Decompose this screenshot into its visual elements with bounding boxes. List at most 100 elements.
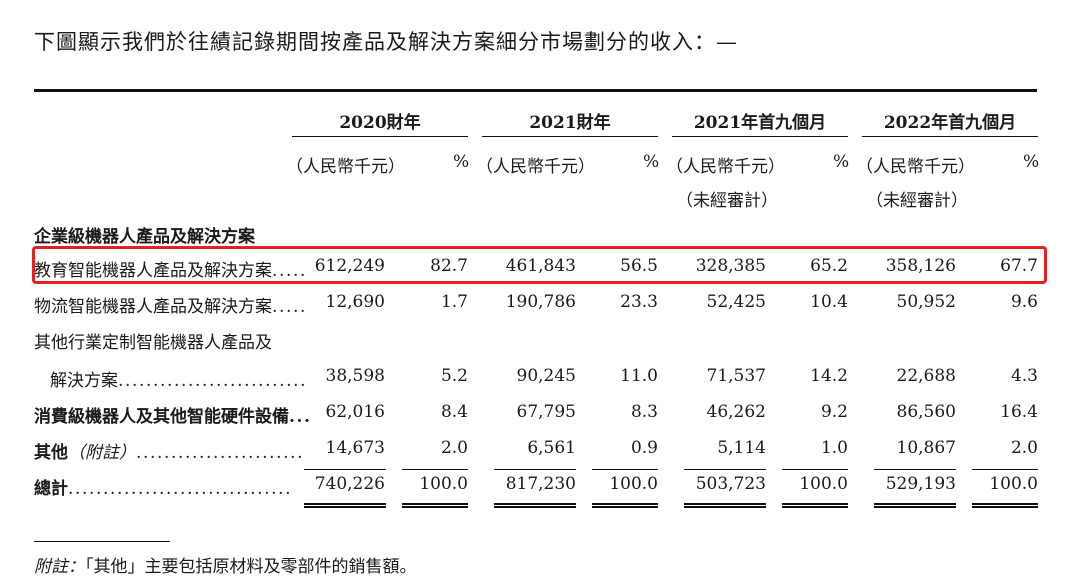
value-cell: 38,598 <box>325 366 385 386</box>
section-title: 企業級機器人產品及解決方案 <box>34 227 255 247</box>
percent-header: % <box>453 152 470 172</box>
value-cell: 52,425 <box>706 292 766 312</box>
value-cell: 67.7 <box>1000 256 1038 276</box>
double-rule <box>592 503 658 508</box>
table-row: 消費級機器人及其他智能硬件設備... 62,016 8.4 67,795 8.3… <box>0 402 1082 432</box>
double-rule <box>494 503 576 508</box>
sum-rule <box>592 469 658 470</box>
value-cell: 46,262 <box>706 402 766 422</box>
value-cell: 62,016 <box>325 402 385 422</box>
unit-header: （人民幣千元） <box>856 157 975 177</box>
value-cell: 10.4 <box>810 292 848 312</box>
value-cell: 56.5 <box>620 256 658 276</box>
intro-text: 下圖顯示我們於往績記錄期間按產品及解決方案細分市場劃分的收入：— <box>34 30 738 54</box>
value-cell: 67,795 <box>516 402 576 422</box>
value-cell: 612,249 <box>314 256 385 276</box>
percent-header: % <box>833 152 850 172</box>
period-header-2021-9m: 2021年首九個月 <box>693 113 827 133</box>
value-cell: 10,867 <box>896 438 956 458</box>
double-rule <box>874 503 956 508</box>
period-underline <box>292 136 468 137</box>
value-cell: 90,245 <box>516 366 576 386</box>
value-cell: 100.0 <box>609 474 658 494</box>
highlight-box <box>32 246 1047 284</box>
period-underline <box>862 136 1038 137</box>
dot-leader: ... <box>289 407 312 427</box>
table-row: 物流智能機器人產品及解決方案..... 12,690 1.7 190,786 2… <box>0 292 1082 322</box>
row-label: 其他行業定制智能機器人產品及 <box>34 333 272 353</box>
period-underline <box>672 136 848 137</box>
value-cell: 328,385 <box>695 256 766 276</box>
value-cell: 358,126 <box>885 256 956 276</box>
value-cell: 1.7 <box>440 292 468 312</box>
sum-rule <box>684 469 766 470</box>
unaudited-header: （未經審計） <box>866 191 968 211</box>
value-cell: 0.9 <box>630 438 658 458</box>
unit-header: （人民幣千元） <box>476 157 595 177</box>
double-rule <box>972 503 1038 508</box>
value-cell: 100.0 <box>799 474 848 494</box>
sum-rule <box>304 469 386 470</box>
footnote: 附註：「其他」主要包括原材料及零部件的銷售額。 <box>34 552 417 577</box>
period-header-2022-9m: 2022年首九個月 <box>883 113 1017 133</box>
value-cell: 65.2 <box>810 256 848 276</box>
value-cell: 529,193 <box>885 474 956 494</box>
double-rule <box>402 503 468 508</box>
value-cell: 50,952 <box>896 292 956 312</box>
value-cell: 5.2 <box>440 366 468 386</box>
table-row-total: 總計................................ 740,2… <box>0 474 1082 504</box>
value-cell: 100.0 <box>989 474 1038 494</box>
dot-leader: ..... <box>272 261 308 281</box>
row-label: 其他 <box>34 443 68 463</box>
dot-leader: ........................... <box>118 371 308 391</box>
value-cell: 503,723 <box>695 474 766 494</box>
value-cell: 14.2 <box>810 366 848 386</box>
table-row: 其他行業定制智能機器人產品及 <box>0 328 1082 358</box>
value-cell: 100.0 <box>419 474 468 494</box>
percent-header: % <box>643 152 660 172</box>
value-cell: 22,688 <box>896 366 956 386</box>
sum-rule <box>972 469 1038 470</box>
value-cell: 740,226 <box>314 474 385 494</box>
value-cell: 12,690 <box>325 292 385 312</box>
table-row: 其他（附註）........................ 14,673 2.… <box>0 438 1082 468</box>
value-cell: 190,786 <box>505 292 576 312</box>
value-cell: 9.2 <box>820 402 848 422</box>
value-cell: 82.7 <box>430 256 468 276</box>
double-rule <box>304 503 386 508</box>
double-rule <box>782 503 848 508</box>
footnote-rule <box>34 541 170 542</box>
value-cell: 5,114 <box>717 438 766 458</box>
sum-rule <box>402 469 468 470</box>
value-cell: 8.4 <box>440 402 468 422</box>
unit-header: （人民幣千元） <box>666 157 785 177</box>
value-cell: 14,673 <box>325 438 385 458</box>
value-cell: 16.4 <box>1000 402 1038 422</box>
value-cell: 9.6 <box>1010 292 1038 312</box>
sum-rule <box>782 469 848 470</box>
dot-leader: ................................ <box>68 479 293 499</box>
percent-header: % <box>1023 152 1040 172</box>
value-cell: 8.3 <box>630 402 658 422</box>
footnote-lead: 附註： <box>34 557 85 577</box>
row-label: 總計 <box>34 479 68 499</box>
sum-rule <box>874 469 956 470</box>
value-cell: 2.0 <box>440 438 468 458</box>
value-cell: 6,561 <box>527 438 576 458</box>
row-label-note: （附註） <box>68 443 136 463</box>
row-label: 物流智能機器人產品及解決方案 <box>34 297 272 317</box>
value-cell: 86,560 <box>896 402 956 422</box>
table-row: 解決方案........................... 38,598 5… <box>0 366 1082 396</box>
value-cell: 23.3 <box>620 292 658 312</box>
value-cell: 2.0 <box>1010 438 1038 458</box>
footnote-text: 「其他」主要包括原材料及零部件的銷售額。 <box>85 557 417 577</box>
value-cell: 817,230 <box>505 474 576 494</box>
table-top-rule <box>34 89 1037 92</box>
period-header-2020: 2020財年 <box>339 113 421 133</box>
sum-rule <box>494 469 576 470</box>
unaudited-header: （未經審計） <box>676 191 778 211</box>
period-header-2021: 2021財年 <box>529 113 611 133</box>
double-rule <box>684 503 766 508</box>
period-underline <box>482 136 658 137</box>
value-cell: 1.0 <box>820 438 848 458</box>
